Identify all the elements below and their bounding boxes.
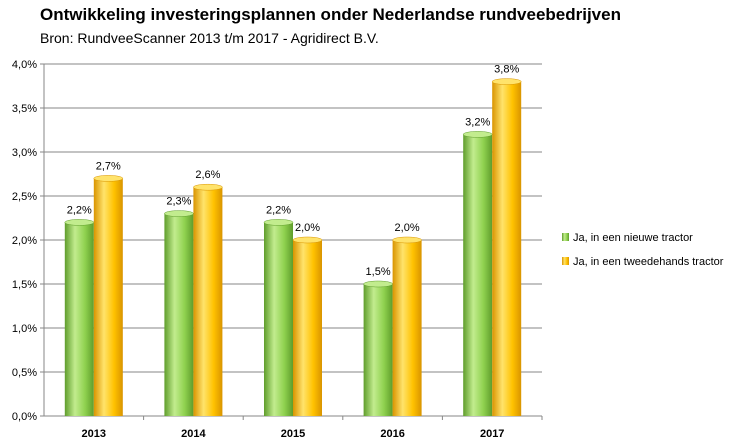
x-tick-label: 2013: [82, 428, 106, 440]
legend-swatch: [562, 233, 569, 241]
bar-cap: [64, 219, 95, 226]
bars: [64, 78, 522, 416]
legend-swatch: [562, 257, 569, 265]
bar-cap: [462, 131, 493, 138]
data-label: 2,2%: [266, 204, 291, 216]
x-tick-label: 2014: [181, 428, 206, 440]
y-tick-label: 4,0%: [12, 59, 37, 71]
bar-cap: [164, 210, 194, 217]
y-tick-label: 3,0%: [12, 147, 37, 159]
legend: Ja, in een nieuwe tractor Ja, in een twee…: [562, 232, 724, 268]
data-label: 2,0%: [295, 222, 320, 234]
bar-nieuwe-tractor-2017: [463, 134, 493, 416]
bar-cap: [392, 236, 422, 244]
y-tick-label: 2,0%: [12, 235, 37, 247]
bar-nieuwe-tractor-2014: [164, 213, 194, 416]
legend-label: Ja, in een tweedehands tractor: [573, 256, 724, 268]
bar-cap: [491, 78, 522, 85]
data-label: 2,7%: [96, 160, 121, 172]
bar-tweedehands-tractor-2013: [93, 178, 123, 416]
bar-cap: [93, 175, 124, 182]
data-label: 3,8%: [494, 64, 519, 76]
bar-tweedehands-tractor-2014: [193, 187, 223, 416]
legend-label: Ja, in een nieuwe tractor: [573, 232, 693, 244]
chart-subtitle: Bron: RundveeScanner 2013 t/m 2017 - Agr…: [40, 30, 379, 46]
y-tick-label: 3,5%: [12, 103, 37, 115]
y-tick-label: 2,5%: [12, 191, 37, 203]
bar-cap: [263, 219, 294, 226]
data-labels: 2,2% 2,7% 2,3% 2,6% 2,2% 2,0% 1,5% 2,0% 3,2% 3,8%: [67, 64, 520, 278]
bar-cap: [292, 236, 323, 244]
y-tick-label: 0,0%: [12, 411, 37, 423]
x-tick-label: 2017: [480, 428, 504, 440]
data-label: 2,0%: [395, 222, 420, 234]
data-label: 3,2%: [465, 116, 490, 128]
bar-tweedehands-tractor-2015: [293, 240, 322, 416]
bar-tweedehands-tractor-2017: [492, 81, 522, 416]
x-tick-label: 2016: [380, 428, 404, 440]
bar-nieuwe-tractor-2015: [264, 222, 293, 416]
data-label: 2,2%: [67, 204, 92, 216]
y-tick-label: 1,5%: [12, 279, 37, 291]
chart-title: Ontwikkeling investeringsplannen onder N…: [40, 5, 621, 24]
bar-tweedehands-tractor-2016: [392, 240, 422, 416]
data-label: 2,3%: [166, 196, 191, 208]
bar-cap: [193, 183, 223, 191]
y-tick-label: 1,0%: [12, 323, 37, 335]
data-label: 1,5%: [366, 266, 391, 278]
y-tick-label: 0,5%: [12, 367, 37, 379]
x-tick-label: 2015: [281, 428, 305, 440]
bar-nieuwe-tractor-2016: [363, 284, 393, 416]
bar-cap: [363, 280, 393, 288]
bar-nieuwe-tractor-2013: [64, 222, 94, 416]
data-label: 2,6%: [195, 169, 220, 181]
